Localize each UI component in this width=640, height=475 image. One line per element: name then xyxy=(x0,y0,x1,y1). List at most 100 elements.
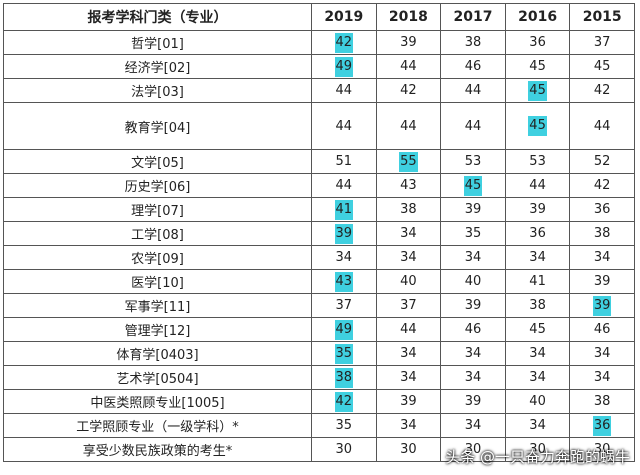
table-row: 法学[03] 44 42 44 45 42 xyxy=(3,78,635,103)
cell: 37 xyxy=(569,30,635,55)
header-cell: 报考学科门类（专业） xyxy=(3,3,312,31)
cell: 34 xyxy=(440,413,506,438)
cell: 36 xyxy=(504,221,571,246)
table-row: 农学[09] 34 34 34 34 34 xyxy=(3,245,635,270)
cell: 38 xyxy=(440,30,506,55)
cell: 39 xyxy=(440,389,506,414)
highlighted-value: 43 xyxy=(334,271,354,292)
highlighted-value: 45 xyxy=(528,116,547,136)
cell: 53 xyxy=(440,149,506,174)
cell: 42 xyxy=(311,30,377,55)
cell: 34 xyxy=(504,341,571,366)
highlighted-value: 45 xyxy=(528,80,547,101)
highlighted-value: 39 xyxy=(334,223,354,244)
header-cell: 2019 xyxy=(311,3,377,31)
cell: 40 xyxy=(504,389,571,414)
watermark: 头条 @一只奋力奔跑的蜗牛 xyxy=(445,448,630,466)
category-cell: 享受少数民族政策的考生* xyxy=(3,437,312,462)
cell: 41 xyxy=(504,269,571,294)
cell: 39 xyxy=(440,293,506,318)
table-row: 理学[07] 41 38 39 39 36 xyxy=(3,197,635,222)
cell: 30 xyxy=(440,437,506,462)
cell: 49 xyxy=(311,54,377,79)
cell: 38 xyxy=(569,221,635,246)
cell: 44 xyxy=(311,173,377,198)
cell: 39 xyxy=(569,269,635,294)
highlighted-value: 45 xyxy=(463,175,483,196)
cell: 35 xyxy=(311,341,377,366)
cell: 34 xyxy=(375,365,442,390)
cell: 34 xyxy=(375,413,442,438)
cell: 37 xyxy=(375,293,442,318)
table-row: 工学[08] 39 34 35 36 38 xyxy=(3,221,635,246)
cell: 45 xyxy=(569,54,635,79)
cell: 40 xyxy=(440,269,506,294)
table-row: 体育学[0403] 35 34 34 34 34 xyxy=(3,341,635,366)
cell: 43 xyxy=(375,173,442,198)
cell: 34 xyxy=(375,341,442,366)
header-row: 报考学科门类（专业） 2019 2018 2017 2016 2015 xyxy=(3,3,635,31)
cell: 45 xyxy=(504,317,571,342)
cell: 34 xyxy=(440,245,506,270)
cell: 34 xyxy=(440,365,506,390)
table-row: 医学[10] 43 40 40 41 39 xyxy=(3,269,635,294)
category-cell: 管理学[12] xyxy=(3,317,312,342)
cell: 35 xyxy=(311,413,377,438)
table-row: 享受少数民族政策的考生* 30 30 30 30 30 xyxy=(3,437,635,462)
highlighted-value: 42 xyxy=(334,32,354,53)
highlighted-value: 39 xyxy=(592,295,612,316)
table-row: 管理学[12] 49 44 46 45 46 xyxy=(3,317,635,342)
cell: 38 xyxy=(375,197,442,222)
cell: 44 xyxy=(440,78,506,103)
cell: 46 xyxy=(569,317,635,342)
highlighted-value: 49 xyxy=(334,319,354,340)
cell: 49 xyxy=(311,317,377,342)
cell: 41 xyxy=(311,197,377,222)
category-cell: 文学[05] xyxy=(3,149,312,174)
cell: 30 xyxy=(375,437,442,462)
table-body: 哲学[01] 42 39 38 36 37 经济学[02] 49 44 46 45 45 法学[03] 4… xyxy=(3,30,635,462)
cell: 38 xyxy=(311,365,377,390)
cell: 55 xyxy=(375,149,442,174)
header-cell: 2016 xyxy=(504,3,571,31)
cell: 36 xyxy=(569,413,635,438)
table-row: 哲学[01] 42 39 38 36 37 xyxy=(3,30,635,55)
cell: 34 xyxy=(440,341,506,366)
cell: 44 xyxy=(440,102,506,150)
cell: 34 xyxy=(311,245,377,270)
cell: 39 xyxy=(375,389,442,414)
cell: 34 xyxy=(569,245,635,270)
table-row: 中医类照顾专业[1005] 42 39 39 40 38 xyxy=(3,389,635,414)
cell: 53 xyxy=(504,149,571,174)
cell: 44 xyxy=(569,102,635,150)
cell: 42 xyxy=(569,78,635,103)
cell: 34 xyxy=(504,245,571,270)
cell: 34 xyxy=(504,365,571,390)
cell: 30 xyxy=(311,437,377,462)
category-cell: 艺术学[0504] xyxy=(3,365,312,390)
cell: 45 xyxy=(440,173,506,198)
category-cell: 农学[09] xyxy=(3,245,312,270)
cell: 45 xyxy=(504,102,571,150)
cell: 34 xyxy=(375,221,442,246)
header-cell: 2017 xyxy=(440,3,506,31)
category-cell: 军事学[11] xyxy=(3,293,312,318)
cell: 34 xyxy=(569,341,635,366)
table-row: 军事学[11] 37 37 39 38 39 xyxy=(3,293,635,318)
cell: 34 xyxy=(504,413,571,438)
header-cell: 2015 xyxy=(569,3,635,31)
cell: 51 xyxy=(311,149,377,174)
table-row: 工学照顾专业（一级学科）* 35 34 34 34 36 xyxy=(3,413,635,438)
cell: 39 xyxy=(375,30,442,55)
cell: 36 xyxy=(569,197,635,222)
category-cell: 哲学[01] xyxy=(3,30,312,55)
highlighted-value: 38 xyxy=(334,367,354,388)
cell: 38 xyxy=(569,389,635,414)
cell: 44 xyxy=(311,102,377,150)
cell: 46 xyxy=(440,317,506,342)
category-cell: 工学照顾专业（一级学科）* xyxy=(3,413,312,438)
cell: 44 xyxy=(504,173,571,198)
cell: 39 xyxy=(504,197,571,222)
category-cell: 教育学[04] xyxy=(3,102,312,150)
